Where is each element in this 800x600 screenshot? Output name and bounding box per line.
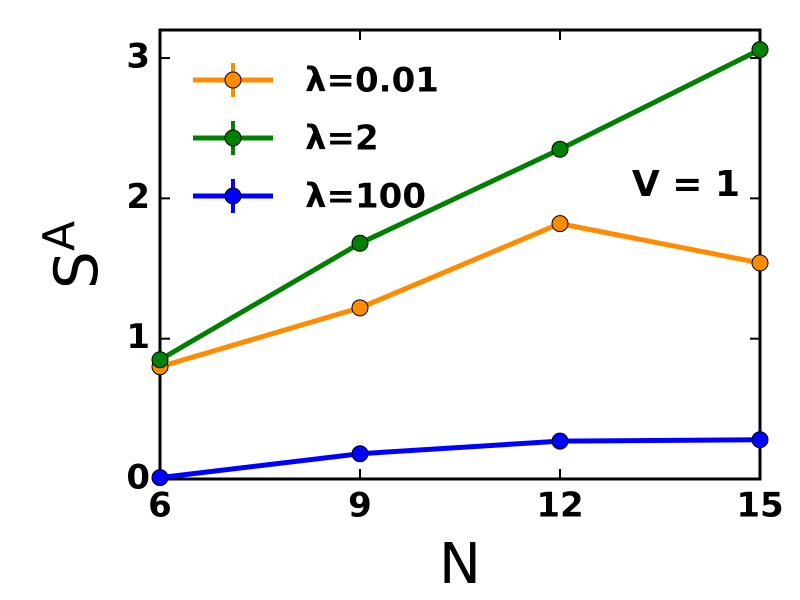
series-line — [158, 47, 762, 362]
plot-frame — [158, 28, 762, 481]
legend-marker — [224, 129, 242, 147]
data-point — [151, 351, 169, 369]
y-tick-label: 2 — [126, 177, 150, 217]
x-axis-label: N — [439, 532, 481, 597]
data-point — [351, 445, 369, 463]
y-label-main: S — [42, 251, 112, 289]
data-point — [551, 215, 569, 233]
series-line — [159, 221, 761, 370]
data-point — [351, 234, 369, 252]
x-tick-label: 15 — [736, 486, 783, 526]
x-tick-label: 9 — [348, 486, 372, 526]
data-point — [751, 431, 769, 449]
data-point — [551, 140, 569, 158]
data-point — [351, 299, 369, 317]
legend-marker — [224, 187, 242, 205]
y-axis-label: SA — [34, 221, 112, 289]
x-tick-label: 6 — [148, 486, 172, 526]
series-line — [159, 437, 761, 481]
y-tick-label: 0 — [126, 458, 150, 498]
x-tick-label: 12 — [536, 486, 583, 526]
annotation: V = 1 — [632, 164, 740, 205]
y-label-subscript: A — [34, 221, 85, 251]
data-point — [751, 41, 769, 59]
legend-marker — [224, 71, 242, 89]
data-point — [551, 432, 569, 450]
legend-label: λ=100 — [305, 177, 426, 217]
y-tick-label: 3 — [126, 37, 150, 77]
legend-label: λ=2 — [305, 119, 379, 159]
y-tick-label: 1 — [126, 317, 150, 357]
data-point — [751, 254, 769, 272]
data-point — [151, 469, 169, 487]
legend-label: λ=0.01 — [305, 61, 439, 101]
